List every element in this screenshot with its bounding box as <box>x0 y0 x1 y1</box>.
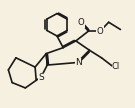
Text: O: O <box>77 18 84 27</box>
Text: O: O <box>97 27 104 36</box>
Text: Cl: Cl <box>112 62 120 71</box>
Text: N: N <box>75 58 82 67</box>
Text: S: S <box>38 73 44 82</box>
